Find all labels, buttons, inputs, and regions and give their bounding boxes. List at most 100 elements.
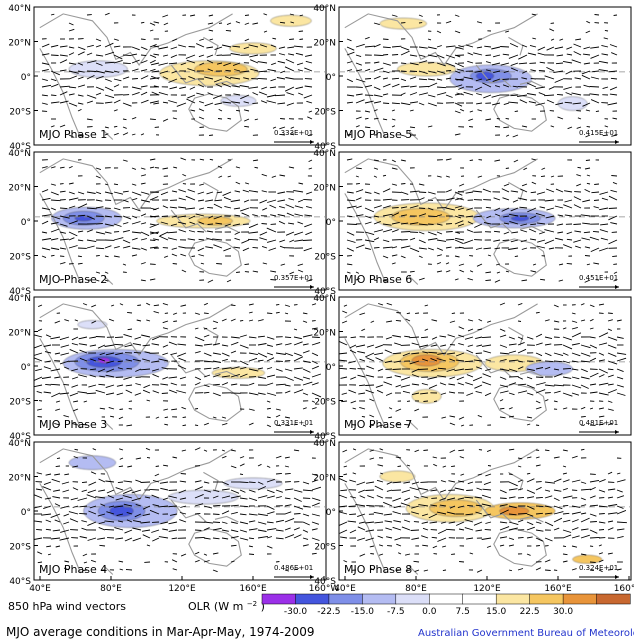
wind-vector [411, 352, 420, 355]
wind-vector [458, 207, 465, 211]
wind-vector [526, 456, 532, 459]
wind-vector [437, 352, 447, 355]
wind-vector [562, 367, 572, 370]
wind-vector [266, 511, 275, 515]
wind-vector [454, 368, 465, 372]
wind-vector [86, 245, 95, 249]
wind-vector [311, 552, 317, 555]
svg-text:OLR (W m −2 ): OLR (W m −2 ) [188, 596, 265, 613]
wind-vector [223, 247, 232, 252]
wind-vector [508, 537, 515, 541]
wind-vector [458, 86, 465, 90]
wind-vector [140, 69, 148, 72]
coastline [170, 499, 207, 523]
wind-vector [445, 197, 455, 201]
wind-vector [602, 134, 609, 137]
wind-vector [221, 367, 232, 370]
wind-vector [598, 359, 605, 362]
wind-vector [589, 561, 596, 563]
wind-vector [364, 117, 369, 120]
wind-vector [261, 190, 268, 193]
wind-vector [503, 70, 510, 74]
wind-vector [89, 336, 97, 339]
wind-vector [508, 521, 519, 526]
wind-vector [194, 408, 199, 410]
wind-vector [535, 464, 541, 467]
wind-vector [484, 528, 492, 531]
wind-vector [86, 118, 93, 121]
wind-vector [104, 271, 109, 274]
wind-vector [284, 465, 290, 468]
lat-tick-label: 20°N [8, 474, 31, 484]
wind-vector [445, 246, 452, 249]
wind-vector [278, 46, 286, 49]
colorbar-tick-label: -30.0 [284, 607, 308, 617]
wind-vector [150, 215, 160, 218]
wind-vector [616, 509, 627, 515]
wind-vector [287, 46, 295, 49]
wind-vector [221, 352, 230, 357]
wind-vector [284, 342, 292, 346]
wind-vector [600, 223, 609, 226]
wind-vector [54, 352, 61, 355]
wind-vector [248, 311, 253, 314]
coastline [170, 209, 207, 233]
wind-vector [41, 78, 48, 82]
wind-vector [284, 304, 291, 307]
wind-vector [581, 74, 591, 80]
wind-vector [149, 77, 160, 80]
wind-vector [538, 92, 546, 96]
wind-vector [180, 304, 187, 307]
wind-vector [72, 465, 79, 468]
wind-vector [302, 407, 307, 410]
wind-vector [288, 166, 295, 169]
wind-vector [164, 255, 169, 258]
wind-vector [589, 357, 597, 362]
wind-vector [499, 497, 507, 499]
wind-vector [297, 199, 304, 203]
wind-vector [418, 85, 429, 88]
wind-vector [275, 343, 283, 346]
colorbar-tick-label: -15.0 [351, 607, 375, 617]
wind-vector [464, 336, 474, 340]
wind-vector [43, 391, 52, 394]
wind-vector [445, 175, 450, 178]
wind-vector [216, 62, 223, 65]
wind-vector [400, 191, 409, 195]
wind-vector [227, 175, 232, 178]
colorbar-segment [462, 593, 497, 605]
wind-vector [249, 54, 259, 58]
wind-vector [302, 376, 311, 380]
wind-vector [411, 374, 420, 378]
wind-vector [289, 13, 295, 16]
wind-vector [544, 559, 551, 563]
wind-vector [388, 568, 393, 571]
wind-vector [580, 448, 585, 451]
wind-vector [418, 92, 429, 96]
wind-vector [473, 215, 483, 218]
wind-vector [104, 51, 115, 56]
colorbar-segment [529, 593, 564, 605]
wind-vector [520, 223, 528, 227]
wind-vector [409, 70, 418, 72]
wind-vector [544, 399, 549, 402]
wind-vector [346, 223, 357, 225]
wind-vector [77, 62, 84, 66]
wind-vector [420, 495, 429, 499]
wind-vector [508, 382, 517, 386]
wind-vector [373, 109, 378, 112]
wind-vector [185, 54, 196, 59]
wind-vector [482, 82, 492, 88]
wind-vector [503, 215, 510, 218]
wind-vector [475, 336, 483, 340]
wind-vector [50, 368, 61, 372]
wind-vector [248, 190, 259, 193]
wind-vector [189, 221, 196, 225]
wind-vector [141, 529, 151, 532]
wind-vector [284, 488, 294, 491]
wind-vector [257, 486, 266, 491]
wind-vector [529, 44, 537, 48]
wind-vector [373, 215, 380, 218]
wind-vector [592, 230, 600, 233]
wind-vector [550, 175, 555, 178]
